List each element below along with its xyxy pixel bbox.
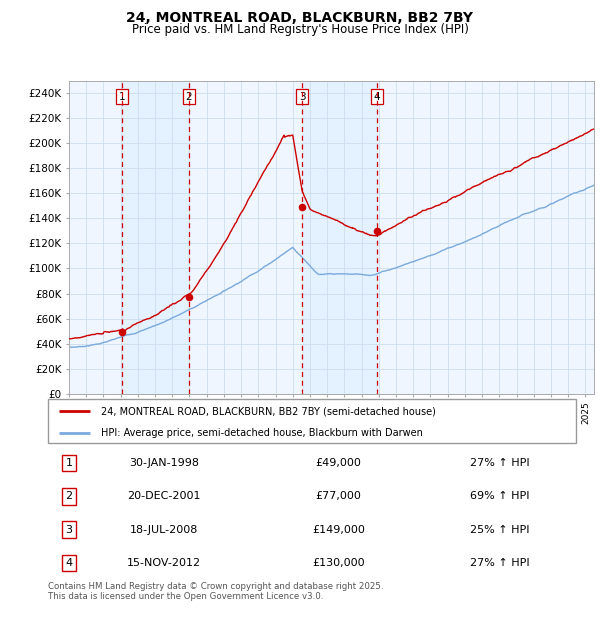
Text: 24, MONTREAL ROAD, BLACKBURN, BB2 7BY (semi-detached house): 24, MONTREAL ROAD, BLACKBURN, BB2 7BY (s… — [101, 406, 436, 416]
Text: 15-NOV-2012: 15-NOV-2012 — [127, 558, 201, 568]
Text: HPI: Average price, semi-detached house, Blackburn with Darwen: HPI: Average price, semi-detached house,… — [101, 428, 422, 438]
FancyBboxPatch shape — [48, 399, 576, 443]
Text: 1: 1 — [119, 92, 125, 102]
Text: 69% ↑ HPI: 69% ↑ HPI — [470, 492, 530, 502]
Text: £149,000: £149,000 — [312, 525, 365, 534]
Bar — [302, 81, 377, 394]
Text: 18-JUL-2008: 18-JUL-2008 — [130, 525, 199, 534]
Text: 27% ↑ HPI: 27% ↑ HPI — [470, 558, 530, 568]
Text: 24, MONTREAL ROAD, BLACKBURN, BB2 7BY: 24, MONTREAL ROAD, BLACKBURN, BB2 7BY — [127, 11, 473, 25]
Text: 20-DEC-2001: 20-DEC-2001 — [127, 492, 201, 502]
Text: 27% ↑ HPI: 27% ↑ HPI — [470, 458, 530, 468]
Text: 4: 4 — [65, 558, 73, 568]
Text: 30-JAN-1998: 30-JAN-1998 — [129, 458, 199, 468]
Text: 4: 4 — [373, 92, 380, 102]
Bar — [122, 81, 189, 394]
Text: 2: 2 — [185, 92, 192, 102]
Text: 2: 2 — [65, 492, 73, 502]
Text: Price paid vs. HM Land Registry's House Price Index (HPI): Price paid vs. HM Land Registry's House … — [131, 23, 469, 36]
Text: £77,000: £77,000 — [316, 492, 361, 502]
Text: Contains HM Land Registry data © Crown copyright and database right 2025.
This d: Contains HM Land Registry data © Crown c… — [48, 582, 383, 601]
Text: £130,000: £130,000 — [312, 558, 365, 568]
Text: 25% ↑ HPI: 25% ↑ HPI — [470, 525, 530, 534]
Text: £49,000: £49,000 — [316, 458, 361, 468]
Text: 1: 1 — [65, 458, 73, 468]
Text: 3: 3 — [65, 525, 73, 534]
Text: 3: 3 — [299, 92, 305, 102]
